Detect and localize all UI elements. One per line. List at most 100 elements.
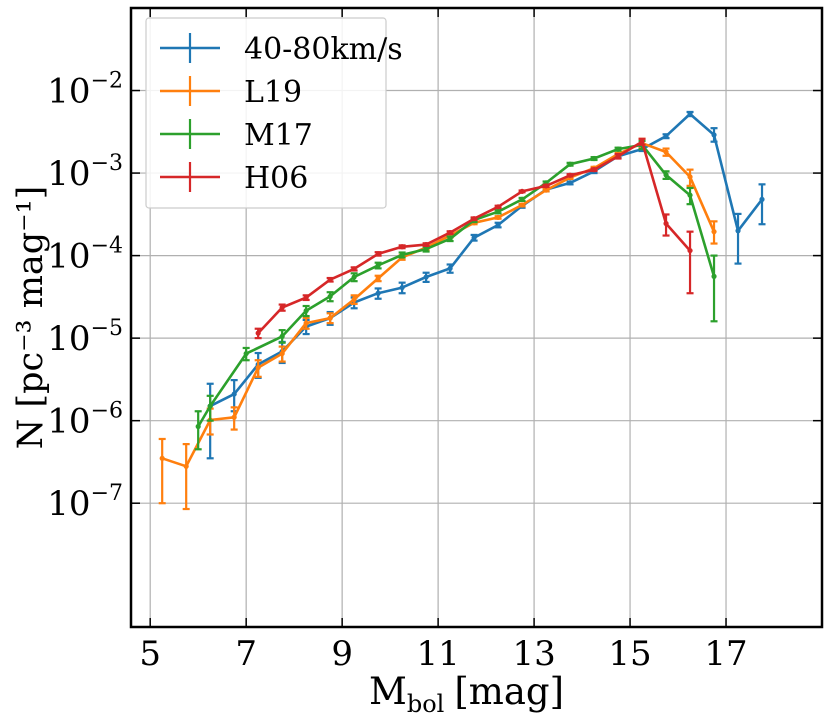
- y-tick-label: 10−4: [47, 234, 123, 277]
- legend-label: L19: [244, 75, 302, 110]
- series-layer: [158, 110, 766, 511]
- y-tick-label-base: 10: [47, 237, 90, 277]
- data-point: [567, 172, 573, 178]
- y-tick-label: 10−2: [47, 69, 123, 112]
- y-tick-label-exponent: −2: [91, 69, 123, 94]
- data-point: [639, 139, 645, 145]
- series-line: [197, 143, 716, 428]
- data-point: [231, 414, 237, 420]
- x-tick-label: 5: [139, 634, 161, 674]
- legend-label: H06: [244, 161, 308, 196]
- y-tick-label: 10−3: [47, 151, 123, 194]
- data-point: [303, 320, 309, 326]
- data-point: [711, 132, 717, 138]
- data-point: [375, 262, 381, 269]
- data-point: [591, 155, 597, 162]
- data-point: [195, 423, 201, 430]
- x-tick-label: 9: [331, 634, 353, 674]
- data-point: [399, 252, 405, 258]
- data-point: [543, 187, 549, 193]
- data-point: [687, 192, 693, 198]
- data-point: [711, 273, 717, 279]
- series-m17: [194, 139, 718, 451]
- data-point: [543, 183, 549, 189]
- data-point: [327, 277, 333, 283]
- y-tick-label-exponent: −7: [91, 481, 123, 506]
- data-point: [447, 236, 453, 242]
- data-point: [663, 220, 669, 227]
- data-point: [615, 153, 621, 159]
- data-point: [711, 229, 717, 235]
- plot-frame: [129, 6, 824, 629]
- data-point: [735, 228, 741, 234]
- data-point: [471, 235, 477, 241]
- legend: 40-80km/s L19 M17 H06: [145, 17, 403, 209]
- data-point: [519, 196, 525, 202]
- data-point: [327, 315, 333, 321]
- y-tick-label-base: 10: [47, 154, 90, 194]
- data-point: [207, 403, 213, 409]
- x-tick-label: 17: [704, 634, 747, 674]
- y-tick-label: 10−6: [47, 399, 123, 442]
- y-tick-label-base: 10: [47, 319, 90, 359]
- data-point: [663, 172, 669, 178]
- y-tick-label-exponent: −4: [91, 234, 123, 259]
- data-point: [375, 251, 381, 257]
- data-point: [663, 133, 669, 139]
- data-point: [303, 294, 309, 301]
- legend-box: [145, 17, 387, 209]
- series-h06: [254, 137, 694, 340]
- y-tick-label-exponent: −5: [91, 316, 123, 341]
- data-point: [375, 275, 381, 281]
- data-point: [567, 180, 573, 186]
- data-point: [351, 296, 357, 302]
- data-point: [231, 391, 237, 397]
- data-point: [495, 214, 501, 221]
- x-tick-label: 7: [235, 634, 257, 674]
- legend-label: M17: [244, 118, 313, 153]
- data-point: [759, 196, 765, 202]
- data-point: [375, 290, 381, 296]
- y-tick-label-exponent: −6: [91, 399, 123, 424]
- data-point: [495, 204, 501, 210]
- x-tick-label: 13: [512, 634, 555, 674]
- data-point: [243, 350, 249, 357]
- data-point: [447, 265, 453, 271]
- x-axis-title-sub: bol: [407, 690, 445, 718]
- data-point: [183, 463, 189, 469]
- x-axis-title: Mbol [mag]: [369, 670, 564, 718]
- data-point: [327, 293, 333, 300]
- data-point: [303, 308, 309, 314]
- data-point: [279, 350, 285, 357]
- x-tick-label: 15: [608, 634, 651, 674]
- data-point: [591, 167, 597, 173]
- data-point: [351, 266, 357, 272]
- data-point: [423, 241, 429, 248]
- data-point: [663, 149, 669, 155]
- data-point: [255, 330, 261, 336]
- series-line: [161, 141, 716, 468]
- data-point: [687, 111, 693, 117]
- data-point: [351, 274, 357, 280]
- data-point: [255, 364, 261, 371]
- y-axis-title: N [pc⁻³ mag⁻¹]: [11, 186, 51, 450]
- y-tick-label: 10−7: [47, 481, 123, 524]
- y-tick-label-base: 10: [47, 402, 90, 442]
- data-point: [519, 202, 525, 208]
- y-tick-label: 10−5: [47, 316, 123, 359]
- data-point: [519, 188, 525, 194]
- data-point: [399, 284, 405, 291]
- y-tick-label-base: 10: [47, 484, 90, 524]
- x-tick-label: 11: [416, 634, 459, 674]
- data-point: [615, 146, 621, 152]
- data-point: [423, 274, 429, 280]
- data-point: [447, 229, 453, 236]
- y-tick-label-base: 10: [47, 72, 90, 112]
- data-point: [159, 455, 165, 461]
- legend-label: 40-80km/s: [244, 32, 403, 67]
- x-axis-title-main: M: [369, 670, 407, 713]
- series-line: [209, 112, 764, 408]
